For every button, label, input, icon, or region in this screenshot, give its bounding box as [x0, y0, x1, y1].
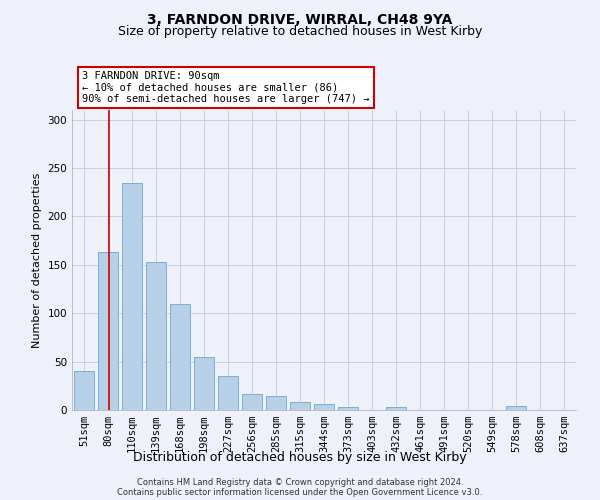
Text: 3, FARNDON DRIVE, WIRRAL, CH48 9YA: 3, FARNDON DRIVE, WIRRAL, CH48 9YA [148, 12, 452, 26]
Bar [506, 406, 526, 410]
Bar [98, 252, 118, 410]
Bar [266, 396, 286, 410]
Bar [314, 404, 334, 410]
Bar [122, 182, 142, 410]
Bar [74, 372, 94, 410]
Text: Size of property relative to detached houses in West Kirby: Size of property relative to detached ho… [118, 25, 482, 38]
Y-axis label: Number of detached properties: Number of detached properties [32, 172, 42, 348]
Text: Contains HM Land Registry data © Crown copyright and database right 2024.
Contai: Contains HM Land Registry data © Crown c… [118, 478, 482, 497]
Bar [290, 402, 310, 410]
Bar [146, 262, 166, 410]
Bar [194, 357, 214, 410]
Bar [386, 407, 406, 410]
Bar [242, 394, 262, 410]
Text: Distribution of detached houses by size in West Kirby: Distribution of detached houses by size … [133, 451, 467, 464]
Bar [218, 376, 238, 410]
Bar [338, 407, 358, 410]
Text: 3 FARNDON DRIVE: 90sqm
← 10% of detached houses are smaller (86)
90% of semi-det: 3 FARNDON DRIVE: 90sqm ← 10% of detached… [82, 71, 370, 104]
Bar [170, 304, 190, 410]
